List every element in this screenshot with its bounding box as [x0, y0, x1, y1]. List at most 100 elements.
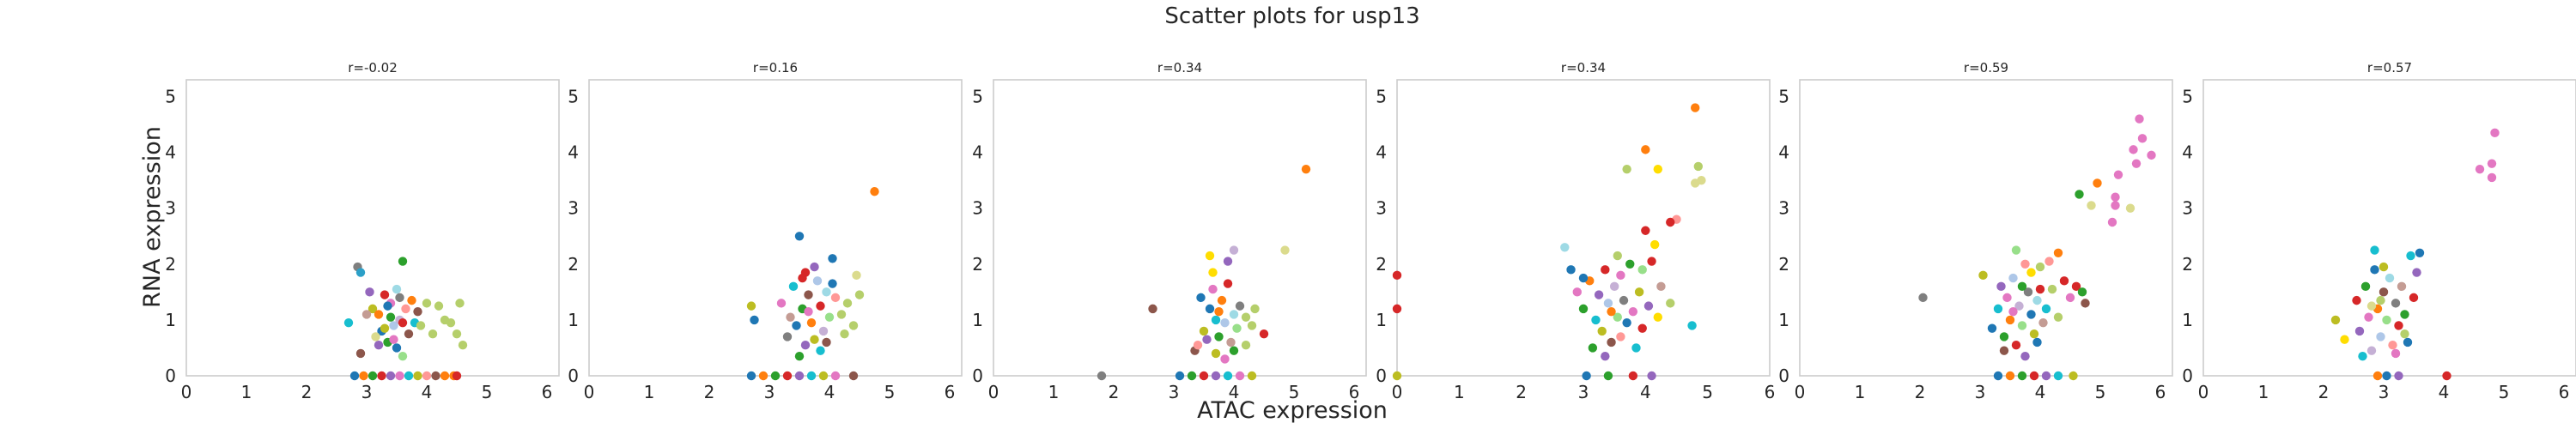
subplot-2: r=0.16 0 1 2 3 4 5 6 0 1 2 3 4 5: [568, 60, 963, 402]
data-point: [2011, 340, 2021, 350]
subplot-title: r=0.57: [2367, 60, 2412, 76]
data-point: [776, 299, 787, 308]
data-point: [404, 329, 414, 339]
data-point: [2047, 284, 2057, 294]
x-tick-label: 5: [2095, 382, 2106, 402]
data-point: [416, 321, 426, 330]
data-point: [2358, 352, 2367, 361]
plot-frame: [588, 79, 963, 377]
data-point: [1978, 270, 1988, 281]
data-point: [782, 371, 793, 381]
data-point: [746, 301, 756, 311]
x-tick-label: 2: [2318, 382, 2330, 402]
data-point: [383, 301, 392, 311]
data-point: [1235, 371, 1245, 381]
data-point: [2354, 326, 2365, 336]
data-point: [2137, 134, 2148, 143]
data-point: [2038, 317, 2048, 328]
y-tick-label: 3: [165, 198, 176, 219]
y-tick-label: 1: [1376, 310, 1387, 330]
x-tick-label: 4: [1229, 382, 1240, 402]
x-tick-label: 0: [584, 382, 595, 402]
data-point: [1205, 251, 1215, 261]
data-point: [746, 371, 756, 381]
data-point: [1211, 348, 1221, 359]
data-point: [1572, 287, 1582, 297]
data-point: [1594, 290, 1604, 299]
x-tick-label: 6: [2155, 382, 2166, 402]
data-point: [2023, 287, 2033, 297]
data-point: [2370, 245, 2379, 255]
data-point: [1641, 226, 1650, 235]
data-point: [1634, 287, 1644, 297]
plot-frame: [1799, 79, 2173, 377]
x-tick-label: 1: [644, 382, 655, 402]
data-point: [2014, 301, 2024, 311]
data-point: [830, 371, 841, 381]
data-point: [806, 371, 817, 381]
x-tick-label: 1: [1855, 382, 1866, 402]
x-tick-label: 5: [884, 382, 896, 402]
x-tick-label: 4: [2439, 382, 2450, 402]
data-point: [1193, 340, 1203, 350]
data-point: [2026, 310, 2036, 319]
data-point: [2394, 321, 2403, 330]
data-point: [2379, 287, 2389, 297]
data-point: [1666, 299, 1675, 308]
data-point: [401, 304, 410, 314]
data-point: [1619, 295, 1629, 305]
y-tick-label: 5: [568, 87, 579, 107]
data-point: [2111, 192, 2120, 202]
data-point: [2035, 262, 2045, 272]
data-point: [1601, 352, 1610, 361]
data-point: [1214, 306, 1224, 317]
x-tick-label: 6: [945, 382, 956, 402]
data-point: [1607, 306, 1616, 317]
scatter-points: [746, 186, 879, 381]
data-point: [2032, 295, 2042, 305]
y-tick-label: 5: [1778, 87, 1789, 107]
data-point: [1693, 161, 1704, 172]
data-point: [1196, 293, 1206, 303]
scatter-points: [343, 257, 468, 381]
y-tick-label: 4: [2182, 142, 2193, 163]
data-point: [398, 352, 408, 361]
data-point: [2065, 293, 2075, 303]
data-point: [810, 335, 819, 344]
data-point: [2409, 293, 2419, 303]
data-point: [458, 340, 468, 350]
data-point: [422, 371, 432, 381]
y-tick-label: 0: [568, 366, 579, 386]
x-tick-label: 5: [1702, 382, 1713, 402]
data-point: [355, 268, 366, 277]
data-point: [1631, 343, 1641, 353]
data-point: [1647, 257, 1656, 266]
scatter-points: [1918, 114, 2156, 381]
x-tick-label: 1: [1454, 382, 1465, 402]
data-point: [830, 293, 841, 303]
data-point: [822, 287, 831, 297]
data-point: [1199, 326, 1209, 336]
data-point: [2008, 306, 2018, 317]
data-point: [2125, 203, 2136, 213]
data-point: [1211, 371, 1221, 381]
y-tick-label: 2: [165, 254, 176, 275]
x-tick-label: 4: [1640, 382, 1651, 402]
plot-frame: [2202, 79, 2576, 377]
data-point: [395, 293, 404, 303]
data-point: [794, 352, 805, 361]
data-point: [818, 371, 829, 381]
y-tick-label: 0: [972, 366, 983, 386]
data-point: [1187, 371, 1197, 381]
data-point: [392, 343, 402, 353]
data-point: [770, 371, 781, 381]
x-tick-label: 1: [241, 382, 252, 402]
y-tick-label: 2: [568, 254, 579, 275]
data-point: [1566, 265, 1576, 275]
data-point: [1582, 371, 1591, 381]
data-point: [386, 312, 396, 322]
x-tick-label: 5: [2499, 382, 2510, 402]
data-point: [386, 371, 396, 381]
data-point: [1280, 245, 1290, 255]
data-point: [380, 290, 390, 299]
